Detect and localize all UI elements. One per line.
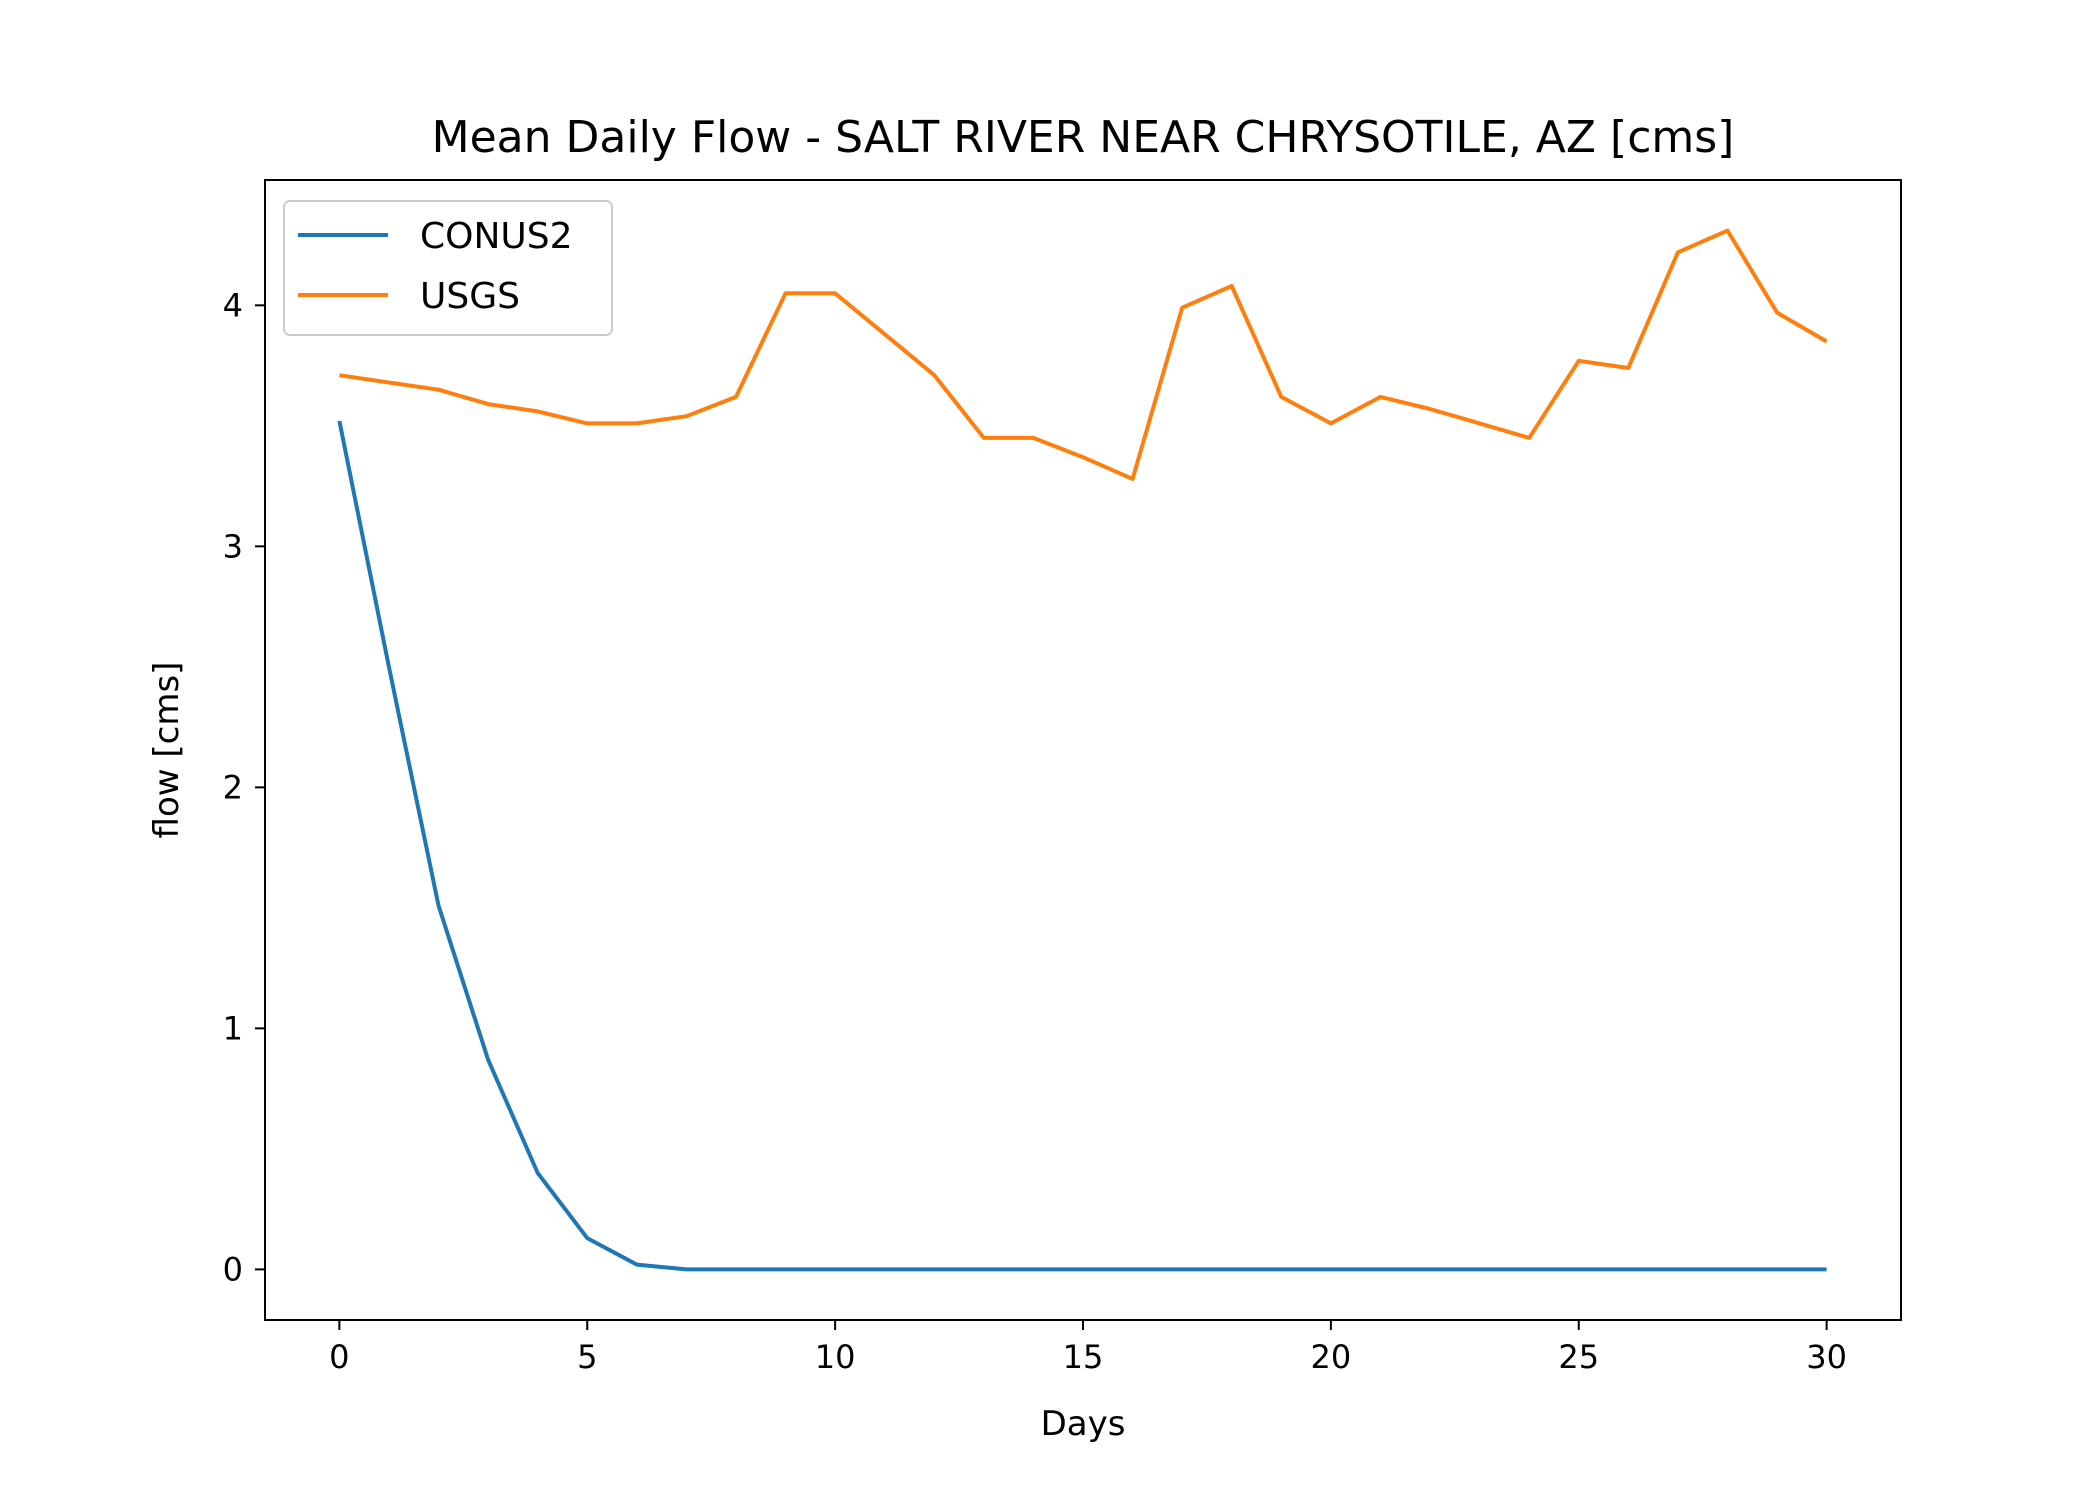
x-tick-label: 25 — [1558, 1338, 1599, 1376]
y-tick-label: 0 — [223, 1250, 243, 1288]
y-tick-label: 3 — [223, 527, 243, 565]
x-tick-label: 15 — [1063, 1338, 1104, 1376]
x-tick-label: 0 — [329, 1338, 349, 1376]
legend-label-usgs: USGS — [420, 276, 520, 317]
x-tick-label: 30 — [1806, 1338, 1847, 1376]
chart-title: Mean Daily Flow - SALT RIVER NEAR CHRYSO… — [432, 112, 1735, 163]
plot-area — [337, 228, 1828, 1272]
axis-ticks: 0 5 10 15 20 25 30 0 1 2 3 4 — [223, 286, 1847, 1376]
x-tick-label: 5 — [577, 1338, 597, 1376]
y-tick-label: 1 — [223, 1009, 243, 1047]
y-axis-label: flow [cms] — [147, 662, 187, 839]
y-tick-label: 2 — [223, 768, 243, 806]
series-line-usgs — [339, 228, 1828, 481]
x-tick-label: 20 — [1311, 1338, 1352, 1376]
series-line-conus2 — [337, 420, 1827, 1272]
y-tick-label: 4 — [223, 286, 243, 324]
legend-label-conus2: CONUS2 — [420, 216, 573, 257]
x-axis-label: Days — [1041, 1404, 1126, 1444]
legend: CONUS2 USGS — [283, 200, 613, 336]
x-tick-label: 10 — [815, 1338, 856, 1376]
